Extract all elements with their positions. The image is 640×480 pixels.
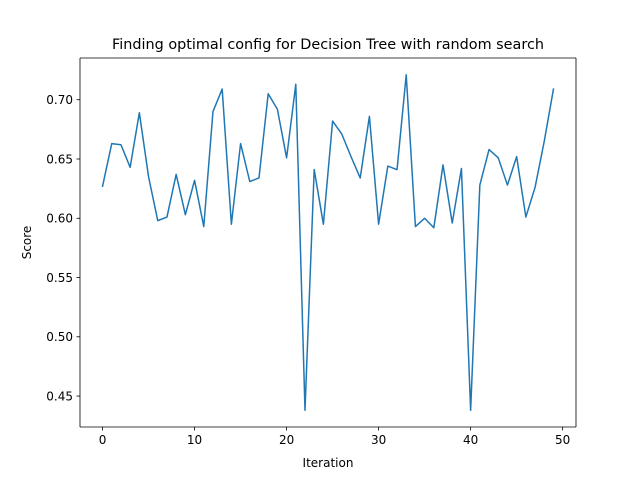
x-tick-label: 40 bbox=[463, 433, 478, 447]
chart-title: Finding optimal config for Decision Tree… bbox=[112, 37, 544, 53]
y-tick-label: 0.45 bbox=[46, 389, 73, 403]
y-tick-label: 0.60 bbox=[46, 212, 73, 226]
y-tick-label: 0.70 bbox=[46, 93, 73, 107]
x-tick-label: 10 bbox=[187, 433, 202, 447]
score-line bbox=[101, 74, 555, 412]
x-tick-label: 30 bbox=[371, 433, 386, 447]
y-tick-label: 0.55 bbox=[46, 271, 73, 285]
x-tick-label: 20 bbox=[279, 433, 294, 447]
plot-area bbox=[80, 58, 576, 427]
y-tick-label: 0.65 bbox=[46, 152, 73, 166]
series-layer bbox=[101, 74, 555, 412]
axes-layer: 0 10 20 30 40 50 0.45 0.50 0.55 0.60 0.65 0.70 bbox=[46, 57, 577, 447]
y-tick-label: 0.50 bbox=[46, 330, 73, 344]
x-tick-label: 0 bbox=[99, 433, 107, 447]
x-tick-label: 50 bbox=[555, 433, 570, 447]
x-axis-label: Iteration bbox=[303, 456, 354, 470]
y-axis-label: Score bbox=[20, 226, 34, 260]
